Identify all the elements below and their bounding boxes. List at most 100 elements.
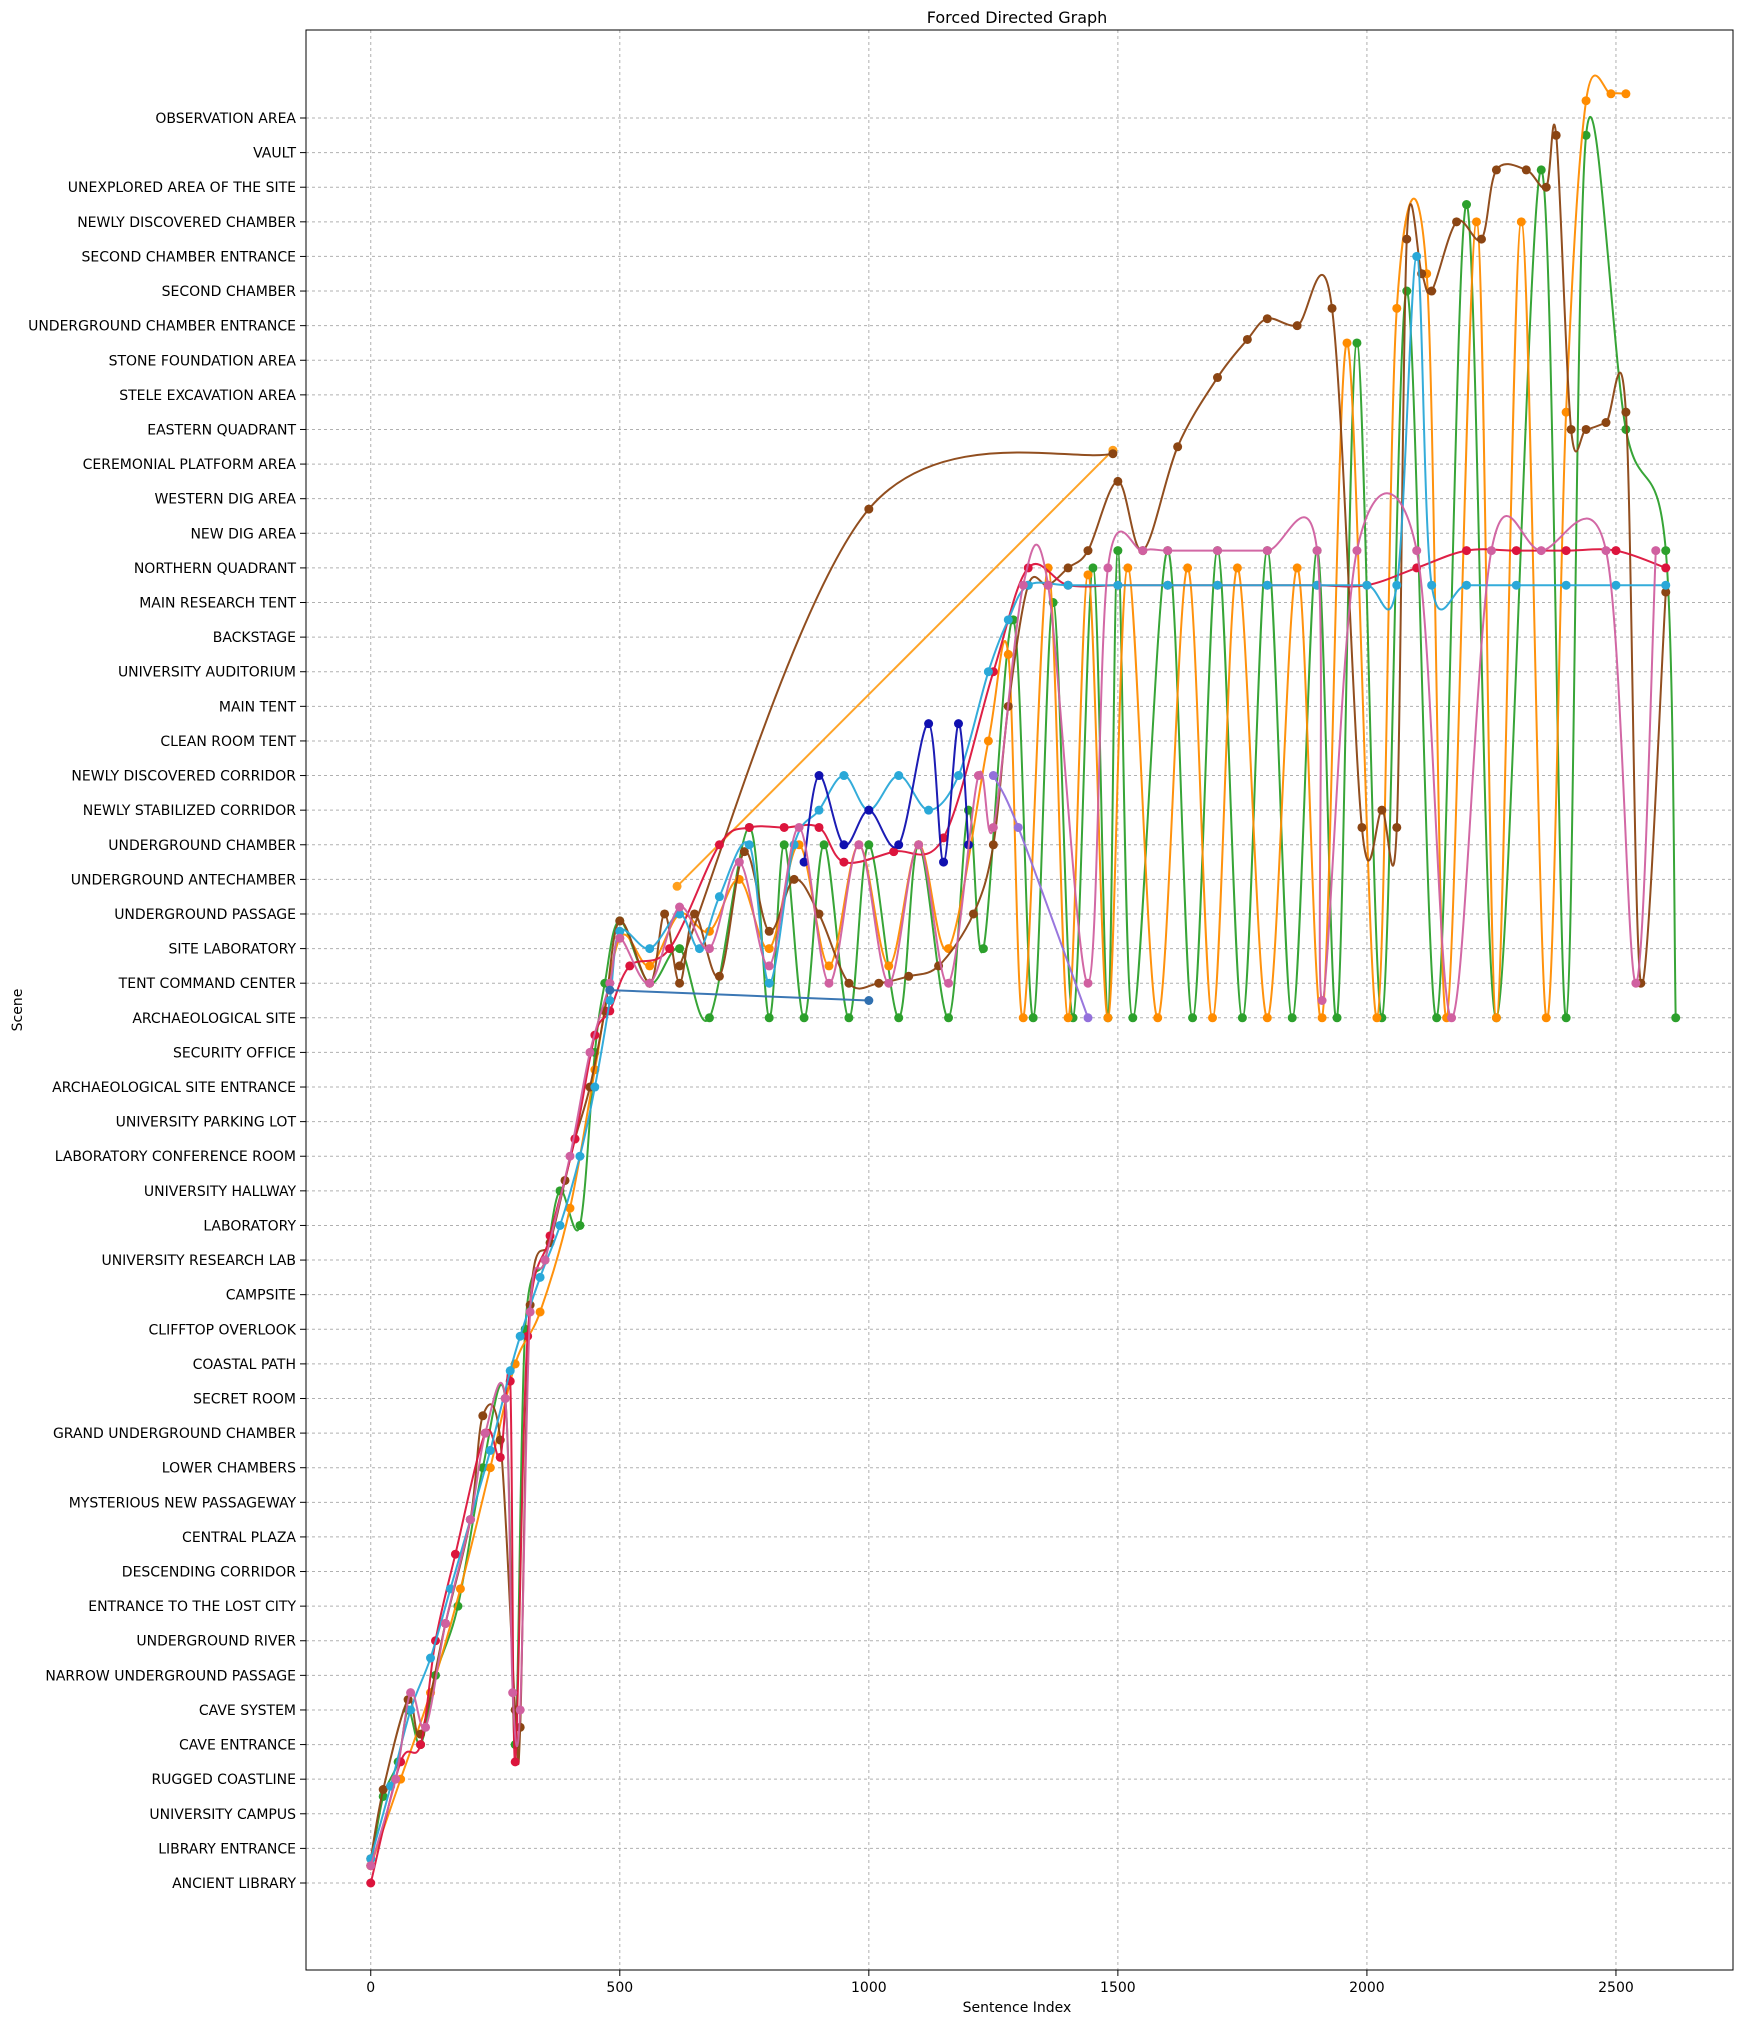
data-point xyxy=(1003,615,1013,625)
data-point xyxy=(615,926,625,936)
data-point xyxy=(478,1411,488,1421)
data-point xyxy=(1511,546,1521,556)
data-point xyxy=(1541,182,1551,192)
x-tick-label: 1500 xyxy=(1100,1980,1136,1996)
data-point xyxy=(764,944,774,954)
data-point xyxy=(378,1785,388,1795)
y-tick-label: NEWLY DISCOVERED CORRIDOR xyxy=(71,769,296,785)
data-point xyxy=(1357,822,1367,832)
data-point xyxy=(1671,1013,1681,1023)
data-point xyxy=(508,1688,518,1698)
data-point xyxy=(1661,580,1671,590)
data-point xyxy=(1521,165,1531,175)
data-point xyxy=(889,847,899,857)
x-tick-label: 1000 xyxy=(851,1980,887,1996)
data-point xyxy=(1123,563,1133,573)
data-point xyxy=(1462,580,1472,590)
data-point xyxy=(988,840,998,850)
data-point xyxy=(844,1013,854,1023)
series-line xyxy=(369,74,1626,1867)
data-point xyxy=(1352,338,1362,348)
y-tick-label: CEREMONIAL PLATFORM AREA xyxy=(83,457,297,473)
data-point xyxy=(1332,1013,1342,1023)
series-10 xyxy=(988,771,1093,1023)
data-point xyxy=(714,971,724,981)
data-point xyxy=(455,1584,465,1594)
data-point xyxy=(675,978,685,988)
data-point xyxy=(779,822,789,832)
data-point xyxy=(1292,321,1302,331)
data-point xyxy=(1536,546,1546,556)
data-point xyxy=(495,1452,505,1462)
data-point xyxy=(1028,1013,1038,1023)
data-point xyxy=(1427,580,1437,590)
data-point xyxy=(1511,580,1521,590)
data-point xyxy=(1427,286,1437,296)
data-point xyxy=(1471,217,1481,227)
data-point xyxy=(864,996,874,1005)
data-point xyxy=(1661,546,1671,556)
data-point xyxy=(1262,314,1272,324)
data-point xyxy=(939,857,949,867)
data-point xyxy=(1212,546,1222,556)
data-point xyxy=(1287,1013,1297,1023)
data-point xyxy=(1561,580,1571,590)
data-point xyxy=(1377,805,1387,815)
data-point xyxy=(485,1445,495,1455)
data-point xyxy=(1113,546,1123,556)
series-6 xyxy=(366,251,1671,1864)
data-point xyxy=(1237,1013,1247,1023)
data-point xyxy=(1083,978,1093,988)
data-point xyxy=(894,771,904,781)
data-point xyxy=(510,1757,520,1767)
data-point xyxy=(1043,580,1053,590)
data-point xyxy=(694,944,704,954)
data-point xyxy=(366,1878,376,1888)
data-point xyxy=(1083,570,1093,580)
y-tick-label: GRAND UNDERGROUND CHAMBER xyxy=(53,1426,296,1442)
data-point xyxy=(944,978,954,988)
data-point xyxy=(1606,89,1616,99)
y-tick-label: NEWLY DISCOVERED CHAMBER xyxy=(77,215,296,231)
y-tick-label: CLEAN ROOM TENT xyxy=(160,734,296,750)
data-point xyxy=(1491,165,1501,175)
data-point xyxy=(1561,1013,1571,1023)
data-point xyxy=(1362,580,1372,590)
y-tick-label: WESTERN DIG AREA xyxy=(154,492,296,508)
y-tick-label: UNIVERSITY RESEARCH LAB xyxy=(101,1253,296,1269)
chart-title: Forced Directed Graph xyxy=(927,8,1108,27)
data-point xyxy=(1262,580,1272,590)
y-tick-label: RUGGED COASTLINE xyxy=(151,1772,296,1788)
data-point xyxy=(1486,546,1496,556)
data-point xyxy=(884,978,894,988)
y-axis-title: Scene xyxy=(10,989,26,1032)
data-point xyxy=(1128,1013,1138,1023)
data-point xyxy=(406,1705,416,1715)
data-point xyxy=(440,1618,450,1628)
y-tick-label: STONE FOUNDATION AREA xyxy=(109,353,297,369)
data-point xyxy=(819,840,829,850)
series-line xyxy=(992,775,1089,1019)
data-point xyxy=(1262,546,1272,556)
data-point xyxy=(814,805,824,815)
data-point xyxy=(1113,476,1123,486)
y-tick-label: ANCIENT LIBRARY xyxy=(172,1876,296,1892)
data-point xyxy=(1138,546,1148,556)
x-axis-title: Sentence Index xyxy=(963,2000,1072,2016)
data-point xyxy=(1621,89,1631,99)
y-tick-label: UNEXPLORED AREA OF THE SITE xyxy=(68,180,296,196)
y-tick-label: SECRET ROOM xyxy=(193,1391,296,1407)
data-point xyxy=(1476,234,1486,244)
data-point xyxy=(1262,1013,1272,1023)
data-point xyxy=(764,978,774,988)
data-point xyxy=(565,1151,575,1161)
data-point xyxy=(605,985,615,995)
data-point xyxy=(1317,1013,1327,1023)
data-point xyxy=(739,847,749,857)
data-point xyxy=(1551,130,1561,140)
series-line xyxy=(803,722,970,864)
data-point xyxy=(944,1013,954,1023)
data-point xyxy=(1581,424,1591,434)
data-point xyxy=(675,944,685,954)
data-point xyxy=(565,1203,575,1213)
